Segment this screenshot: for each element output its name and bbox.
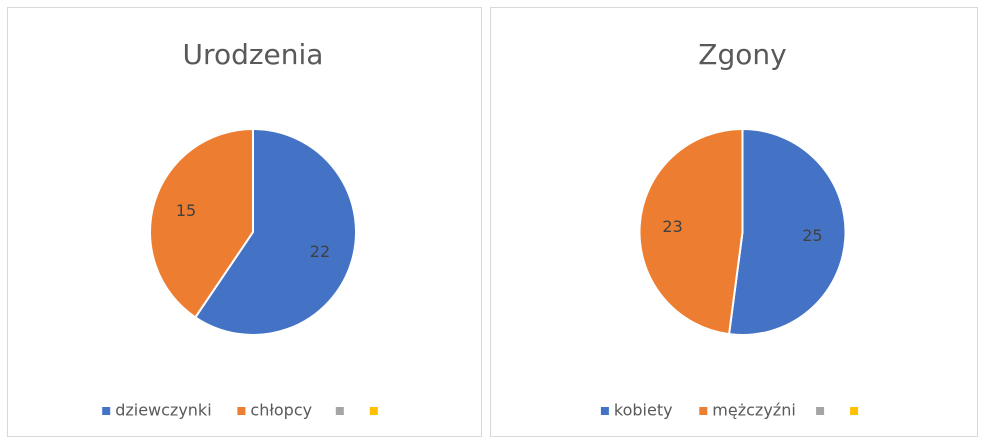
legend-swatch <box>237 407 246 415</box>
legend-label: dziewczynki <box>115 401 211 420</box>
data-label: 22 <box>310 242 330 261</box>
legend-swatch <box>335 407 344 415</box>
legend-swatch <box>369 407 378 415</box>
legend-label: kobiety <box>614 401 673 420</box>
pie-slice <box>727 127 847 336</box>
legend-swatch <box>600 407 609 415</box>
legend-swatch <box>102 407 111 415</box>
pie-slice <box>638 127 744 336</box>
data-label: 15 <box>176 201 196 220</box>
legend-label: chłopcy <box>250 401 312 420</box>
data-label: 25 <box>802 226 822 245</box>
legend-swatch <box>816 407 825 415</box>
chart-title: Urodzenia <box>183 38 324 71</box>
legend-swatch <box>699 407 708 415</box>
data-label: 23 <box>662 217 682 236</box>
pie-slice <box>193 127 357 336</box>
legend-label: mężczyźni <box>712 401 795 420</box>
chart-title: Zgony <box>698 38 786 71</box>
legend-swatch <box>850 407 859 415</box>
pie-slice <box>149 127 254 319</box>
